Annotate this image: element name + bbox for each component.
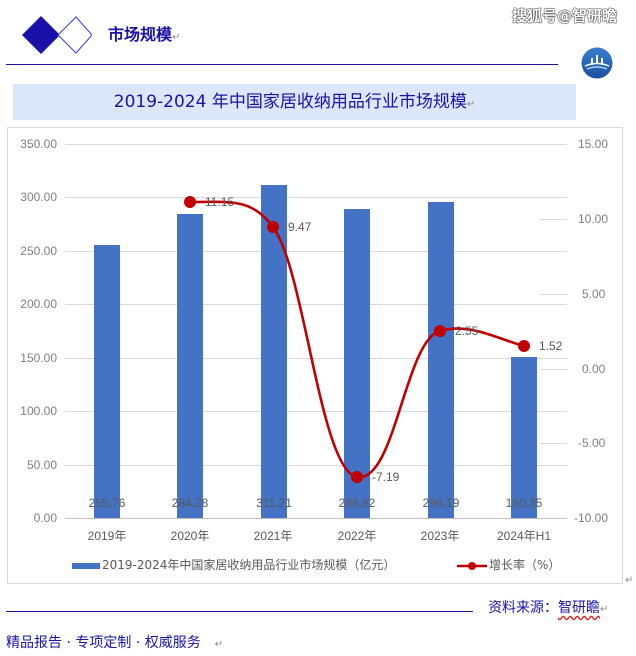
section-title: 市场规模↵	[108, 21, 180, 45]
paragraph-mark-icon: ↵	[625, 575, 634, 586]
y-right-tick: 15.00	[578, 137, 609, 151]
bar-2022	[344, 209, 370, 518]
bar-label: 311.21	[256, 496, 292, 510]
y-left-tick: 250.00	[20, 244, 57, 258]
y-right-tick: 0.00	[582, 362, 606, 376]
x-category-label: 2019年	[87, 529, 127, 543]
legend-item-line: 增长率（%）	[457, 556, 560, 573]
y-left-tick: 200.00	[20, 297, 57, 311]
y-right-tick: -10.00	[574, 511, 609, 525]
bar-label: 284.28	[171, 496, 209, 510]
line-series	[184, 196, 530, 483]
bar-2020	[177, 214, 203, 518]
legend-line-marker-icon	[457, 561, 487, 570]
footer-tagline-text: 精品报告 · 专项定制 · 权威服务	[6, 635, 201, 651]
bar-label: 288.82	[338, 496, 376, 510]
line-label: -7.19	[372, 470, 400, 484]
double-diamond-icon	[22, 16, 92, 54]
section-title-text: 市场规模	[108, 25, 173, 44]
bar-series	[94, 185, 537, 518]
legend-item-bar: 2019-2024年中国家居收纳用品行业市场规模（亿元）	[72, 556, 395, 573]
gridlines	[65, 144, 567, 519]
x-category-label: 2024年H1	[496, 529, 552, 543]
paragraph-mark-icon: ↵	[172, 32, 181, 43]
line-label: 1.52	[539, 339, 563, 353]
line-label: 2.55	[455, 324, 479, 338]
chart-title-band	[13, 84, 576, 120]
legend-bar-swatch-icon	[72, 562, 100, 569]
x-category-label: 2020年	[170, 529, 210, 543]
point-2022	[351, 471, 363, 483]
y-right-tick: -5.00	[578, 436, 606, 450]
x-category-label: 2021年	[253, 529, 293, 543]
footer-tagline: 精品报告 · 专项定制 · 权威服务 ↵	[6, 632, 223, 652]
point-2021	[267, 221, 279, 233]
source-name: 智研瞻	[558, 600, 600, 616]
line-label: 9.47	[288, 220, 312, 234]
bar-label: 296.19	[422, 496, 460, 510]
source-divider	[6, 611, 473, 612]
source-label: 资料来源：	[488, 600, 558, 616]
bar-label: 255.76	[88, 496, 126, 510]
bar-2019	[94, 245, 120, 518]
paragraph-mark-icon: ↵	[214, 639, 224, 650]
bar-2023	[428, 202, 454, 518]
x-category-label: 2023年	[420, 529, 460, 543]
source-note: 资料来源：智研瞻↵	[488, 597, 608, 617]
paragraph-mark-icon: ↵	[600, 604, 609, 615]
bar-2021	[261, 185, 287, 518]
point-2023	[434, 325, 446, 337]
point-2024h1	[518, 340, 530, 352]
y-right-tick: 10.00	[578, 212, 609, 226]
bar-2024h1	[511, 357, 537, 518]
legend-bar-label: 2019-2024年中国家居收纳用品行业市场规模（亿元）	[102, 558, 396, 572]
brand-logo-icon	[581, 47, 613, 79]
x-category-label: 2022年	[337, 529, 377, 543]
line-label: 11.15	[205, 195, 235, 209]
chart-title: 2019-2024 年中国家居收纳用品行业市场规模↵	[13, 84, 576, 120]
y-left-tick: 300.00	[20, 190, 57, 204]
y-left-tick: 50.00	[26, 458, 57, 472]
point-2020	[184, 196, 196, 208]
chart-title-text: 2019-2024 年中国家居收纳用品行业市场规模	[113, 92, 467, 112]
y-left-tick: 0.00	[33, 511, 57, 525]
legend-line-label: 增长率（%）	[489, 558, 561, 572]
header-divider	[6, 64, 558, 65]
paragraph-mark-icon: ↵	[466, 99, 476, 110]
y-right-tick: 5.00	[582, 287, 606, 301]
y-left-tick: 100.00	[20, 404, 57, 418]
y-left-tick: 150.00	[20, 351, 57, 365]
bar-label: 150.35	[505, 496, 543, 510]
y-left-tick: 350.00	[20, 137, 57, 151]
watermark: 搜狐号@智研瞻	[512, 7, 618, 25]
